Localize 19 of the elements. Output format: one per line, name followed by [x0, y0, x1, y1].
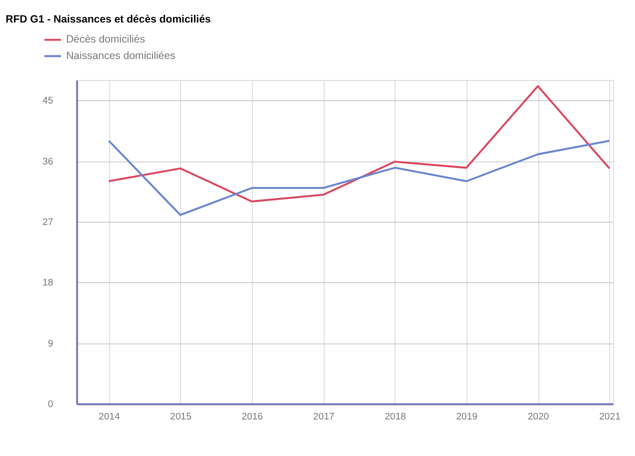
legend-label: Naissances domiciliées — [66, 50, 176, 62]
x-tick-label: 2020 — [528, 412, 549, 423]
x-tick-label: 2019 — [456, 412, 478, 423]
y-tick-label: 9 — [48, 338, 54, 350]
chart-title: RFD G1 - Naissances et décès domiciliés — [6, 14, 211, 26]
x-tick-label: 2014 — [98, 412, 121, 423]
line-series — [108, 140, 610, 216]
x-tick-label: 2021 — [599, 412, 621, 423]
x-tick-label: 2016 — [242, 412, 263, 423]
x-tick-label: 2018 — [384, 412, 406, 423]
y-tick-label: 0 — [48, 399, 54, 410]
x-tick-label: 2017 — [313, 412, 334, 423]
y-tick-label: 36 — [42, 156, 54, 168]
legend-label: Décès domiciliés — [66, 34, 145, 46]
line-series — [108, 85, 610, 202]
x-tick-label: 2015 — [170, 412, 192, 423]
y-tick-label: 45 — [42, 96, 54, 107]
y-tick-label: 18 — [42, 278, 54, 289]
y-tick-label: 27 — [42, 217, 54, 228]
